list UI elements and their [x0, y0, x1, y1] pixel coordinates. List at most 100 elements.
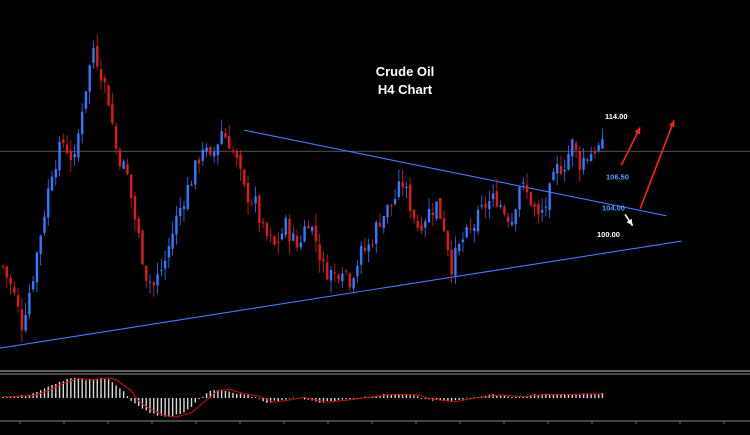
macd-bar	[575, 393, 577, 398]
macd-bar	[119, 388, 121, 398]
candle-body	[352, 278, 355, 289]
candle-body	[537, 204, 540, 215]
macd-bar	[409, 394, 411, 398]
macd-bar	[17, 396, 19, 398]
candle-body	[540, 210, 544, 213]
arrow-head	[668, 120, 675, 128]
candle-body	[292, 233, 295, 241]
macd-bar	[251, 396, 253, 398]
macd-bar	[371, 396, 374, 398]
macd-bar	[40, 390, 42, 398]
candle-body	[465, 226, 468, 237]
candle-body	[318, 244, 321, 261]
candle-body	[442, 218, 446, 232]
macd-bar	[266, 398, 268, 403]
candle-body	[563, 169, 566, 172]
candle-body	[77, 133, 80, 158]
candle-body	[246, 183, 250, 203]
candle-body	[510, 221, 514, 225]
macd-bar	[262, 398, 264, 402]
candle-body	[344, 270, 348, 272]
candle-body	[491, 193, 495, 200]
candle-body	[201, 149, 205, 161]
macd-bar	[352, 398, 355, 399]
candle-body	[499, 205, 502, 207]
macd-bar	[601, 393, 604, 398]
macd-bar	[81, 378, 83, 398]
macd-bar	[2, 396, 4, 398]
candle-body	[597, 145, 600, 152]
macd-bar	[439, 398, 442, 401]
macd-bar	[337, 398, 340, 401]
macd-bar	[232, 392, 234, 398]
candle-body	[80, 111, 84, 135]
candle-body	[461, 239, 465, 243]
macd-bar	[447, 398, 449, 402]
candle-body	[122, 161, 125, 169]
candle-body	[522, 182, 525, 184]
candle-body	[167, 245, 171, 258]
macd-bar	[228, 391, 230, 398]
candle-body	[96, 46, 99, 67]
candle-body	[333, 272, 336, 274]
candle-body	[9, 277, 12, 285]
candle-body	[454, 247, 457, 276]
candle-body	[514, 209, 517, 225]
candle-body	[258, 195, 261, 224]
macd-bar	[175, 398, 178, 415]
macd-bar	[466, 397, 468, 399]
macd-bar	[413, 395, 415, 398]
candle-body	[273, 236, 276, 245]
macd-bar	[107, 379, 110, 398]
macd-bar	[190, 398, 193, 407]
macd-bar	[515, 396, 517, 398]
macd-bar	[379, 395, 381, 398]
candle-body	[47, 188, 50, 218]
macd-bar	[243, 394, 245, 398]
candle-body	[582, 157, 585, 170]
candle-body	[322, 258, 325, 261]
candle-body	[525, 184, 529, 193]
macd-bar	[322, 398, 325, 403]
candle-body	[141, 230, 144, 265]
candle-body	[480, 205, 483, 207]
macd-bar	[281, 398, 283, 400]
candle-body	[163, 260, 167, 269]
candle-body	[103, 77, 106, 83]
candle-body	[533, 204, 536, 207]
macd-bar	[390, 394, 393, 398]
candle-body	[401, 182, 404, 188]
arrow-head	[626, 218, 633, 226]
candle-body	[544, 206, 548, 208]
macd-bar	[450, 398, 453, 402]
macd-bar	[428, 398, 430, 400]
candle-body	[145, 265, 148, 281]
macd-bar	[503, 395, 506, 398]
macd-bar	[375, 395, 377, 398]
candle-body	[284, 217, 287, 235]
candle-body	[129, 174, 133, 198]
candle-body	[212, 151, 216, 157]
candle-body	[5, 266, 8, 278]
candle-body	[43, 216, 46, 233]
macd-bar	[417, 396, 419, 398]
candle-body	[427, 208, 431, 223]
candle-body	[578, 151, 582, 170]
macd-bar	[307, 398, 310, 400]
candle-body	[107, 85, 110, 106]
candle-body	[567, 153, 570, 170]
candle-body	[243, 169, 246, 185]
macd-bar	[254, 397, 257, 398]
macd-bar	[47, 386, 49, 398]
chart-subtitle: H4 Chart	[378, 82, 433, 97]
candle-body	[224, 132, 227, 138]
candle-body	[371, 244, 374, 246]
macd-bar	[386, 394, 389, 398]
candle-body	[152, 282, 155, 286]
candle-body	[439, 198, 442, 220]
candle-body	[488, 201, 491, 210]
macd-bar	[179, 398, 181, 415]
macd-bar	[537, 394, 540, 398]
candle-body	[186, 185, 189, 209]
